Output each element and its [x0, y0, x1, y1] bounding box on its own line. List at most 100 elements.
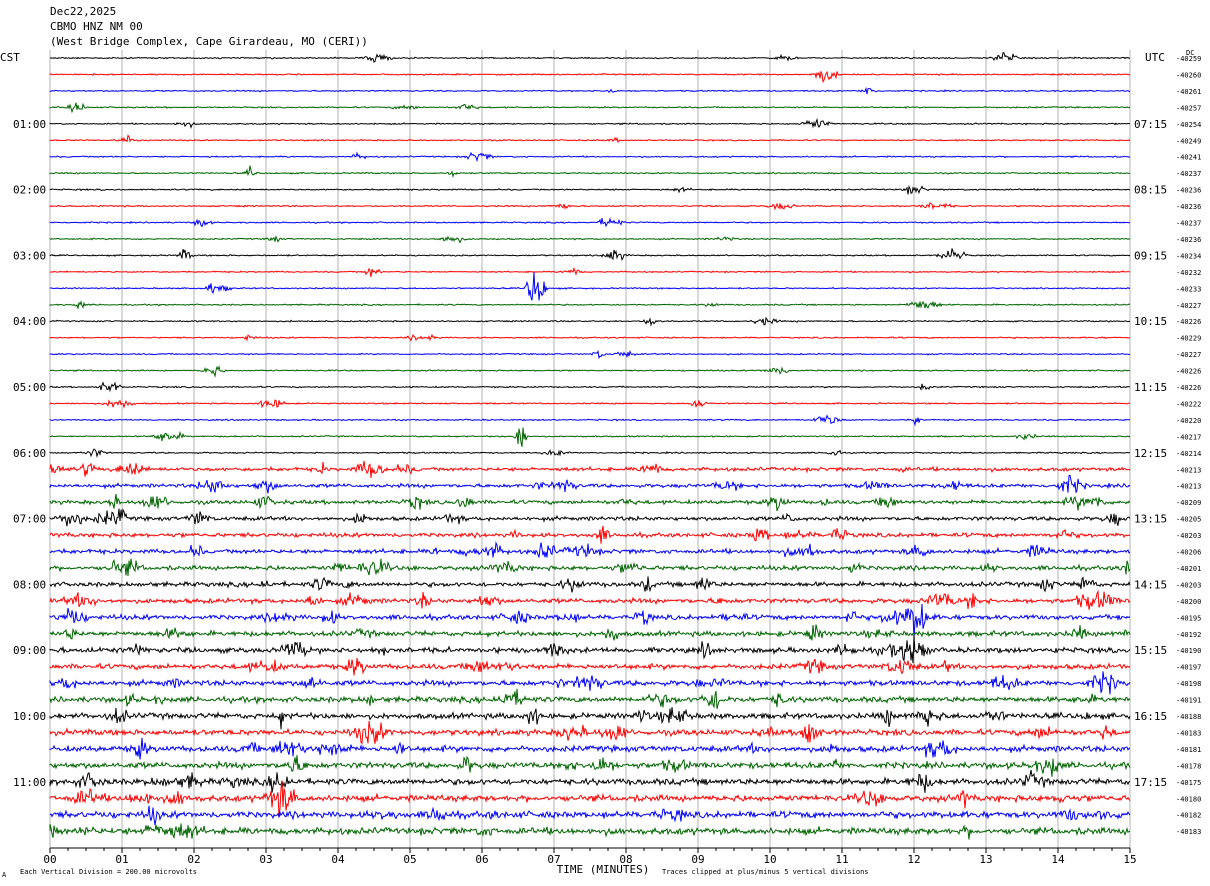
right-time-label: 15:15	[1134, 644, 1167, 657]
dc-offset-label: -40205	[1176, 516, 1201, 524]
left-time-label: 09:00	[13, 644, 46, 657]
trace-line	[49, 474, 1131, 494]
dc-offset-label: -40227	[1176, 351, 1201, 359]
dc-offset-label: -40237	[1176, 170, 1201, 178]
right-time-label: 16:15	[1134, 710, 1167, 723]
trace-line	[49, 589, 1131, 610]
dc-offset-label: -40175	[1176, 779, 1201, 787]
dc-offset-label: -40222	[1176, 400, 1201, 408]
trace-line	[49, 235, 1131, 244]
trace-line	[49, 624, 1131, 641]
x-tick-label: 10	[763, 853, 776, 866]
trace-line	[49, 399, 1131, 409]
trace-line	[49, 117, 1131, 129]
dc-offset-label: -40226	[1176, 318, 1201, 326]
trace-line	[49, 769, 1131, 793]
trace-line	[49, 300, 1131, 310]
dc-offset-label: -40232	[1176, 269, 1201, 277]
trace-line	[49, 707, 1131, 730]
trace-line	[49, 805, 1131, 826]
trace-line	[49, 184, 1131, 195]
dc-offset-label: -40206	[1176, 549, 1201, 557]
trace-line	[49, 448, 1130, 458]
x-tick-label: 08	[619, 853, 632, 866]
left-time-label: 11:00	[13, 776, 46, 789]
dc-offset-label: -40261	[1176, 88, 1201, 96]
trace-line	[49, 151, 1131, 163]
dc-offset-label: -40182	[1176, 812, 1201, 820]
dc-offset-label: -40181	[1176, 746, 1201, 754]
trace-line	[49, 381, 1130, 393]
x-tick-label: 03	[259, 853, 272, 866]
trace-line	[49, 414, 1131, 427]
dc-offset-label: -40229	[1176, 335, 1201, 343]
right-timezone-label: UTC	[1145, 51, 1165, 64]
dc-offset-label: -40236	[1176, 187, 1201, 195]
dc-offset-label: -40183	[1176, 729, 1201, 737]
trace-line	[49, 217, 1131, 228]
trace-line	[49, 721, 1131, 745]
dc-offset-label: -40254	[1176, 121, 1201, 129]
dc-offset-label: -40249	[1176, 137, 1201, 145]
dc-offset-label: -40226	[1176, 384, 1201, 392]
right-time-label: 12:15	[1134, 447, 1167, 460]
trace-line	[49, 427, 1131, 447]
trace-line	[49, 165, 1131, 178]
dc-offset-label: -40188	[1176, 713, 1201, 721]
trace-line	[49, 86, 1131, 95]
x-tick-label: 13	[979, 853, 992, 866]
x-tick-label: 00	[43, 853, 56, 866]
dc-offset-label: -40195	[1176, 614, 1201, 622]
right-time-label: 13:15	[1134, 513, 1167, 526]
trace-line	[49, 102, 1131, 114]
x-tick-label: 06	[475, 853, 488, 866]
left-time-labels: 01:00 02:00 03:00 04:00 05:00 06:00 07:00 08:00…	[13, 118, 46, 789]
dc-offset-label: -40227	[1176, 302, 1201, 310]
trace-line	[49, 52, 1131, 63]
x-axis: 00 01 02 03 04 05 06 07 08 09 10 11 12 13 14 15	[43, 847, 1137, 866]
dc-offset-label: -40200	[1176, 598, 1201, 606]
x-tick-label: 09	[691, 853, 704, 866]
trace-line	[49, 688, 1131, 710]
dc-header-label: DC	[1186, 49, 1194, 57]
dc-offset-label: -40259	[1176, 55, 1201, 63]
dc-offset-label: -40220	[1176, 417, 1201, 425]
left-time-label: 02:00	[13, 184, 46, 197]
dc-offset-label: -40201	[1176, 565, 1201, 573]
trace-line	[49, 823, 1131, 840]
trace-line	[49, 266, 1130, 278]
dc-offset-label: -40234	[1176, 252, 1201, 260]
dc-offset-label: -40183	[1176, 828, 1201, 836]
trace-line	[49, 657, 1131, 676]
dc-offset-label: -40178	[1176, 762, 1201, 770]
dc-offset-label: -40190	[1176, 647, 1201, 655]
x-axis-title: TIME (MINUTES)	[557, 863, 650, 876]
right-time-label: 17:15	[1134, 776, 1167, 789]
dc-offset-label: -40226	[1176, 368, 1201, 376]
dc-offset-label: -40241	[1176, 154, 1201, 162]
trace-line	[49, 493, 1131, 512]
trace-line	[49, 576, 1131, 593]
trace-line	[49, 671, 1131, 695]
trace-line	[49, 558, 1131, 577]
x-tick-label: 11	[835, 853, 848, 866]
right-time-label: 10:15	[1134, 315, 1167, 328]
right-time-label: 14:15	[1134, 578, 1167, 591]
dc-offset-label: -40257	[1176, 104, 1201, 112]
left-time-label: 03:00	[13, 249, 46, 262]
left-time-label: 05:00	[13, 381, 46, 394]
date-label: Dec22,2025	[50, 5, 116, 18]
dc-offset-label: -40197	[1176, 664, 1201, 672]
dc-offset-label: -40237	[1176, 220, 1201, 228]
station-label: CBMO HNZ NM 00	[50, 20, 143, 33]
dc-offset-labels: -40259 -40260 -40261 -40257 -40254 -40249 -402…	[1176, 55, 1201, 836]
dc-offset-label: -40236	[1176, 236, 1201, 244]
x-tick-label: 02	[187, 853, 200, 866]
right-time-label: 08:15	[1134, 184, 1167, 197]
x-tick-label: 12	[907, 853, 920, 866]
dc-offset-label: -40180	[1176, 795, 1201, 803]
trace-line	[49, 635, 1131, 664]
x-tick-label: 01	[115, 853, 128, 866]
dc-offset-label: -40233	[1176, 285, 1201, 293]
